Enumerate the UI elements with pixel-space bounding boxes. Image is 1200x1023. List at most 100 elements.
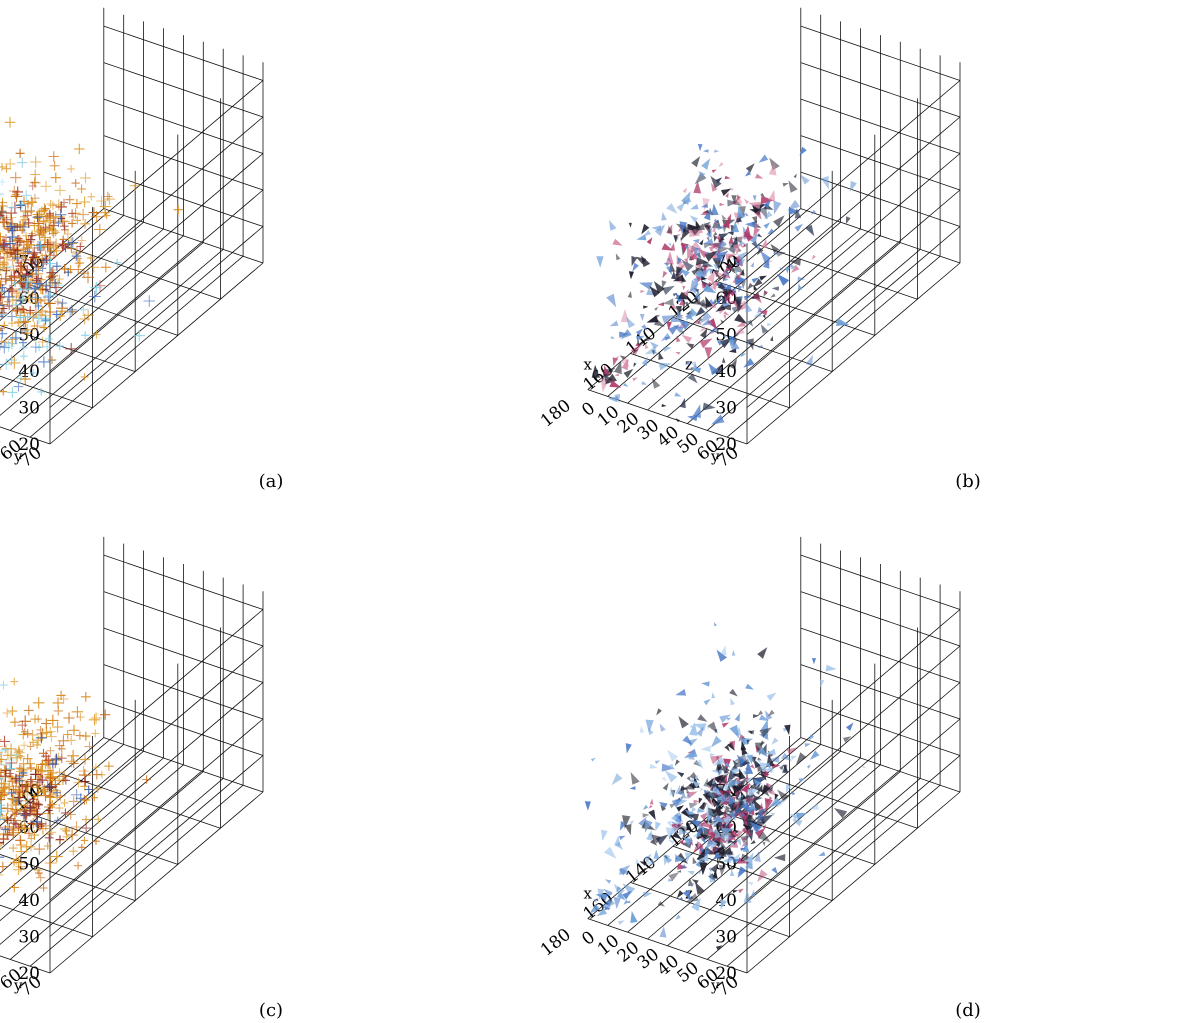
data-point	[661, 776, 667, 782]
z-tick-label: 40	[18, 362, 40, 382]
data-point	[760, 192, 765, 198]
data-point	[0, 213, 2, 215]
data-point	[54, 219, 63, 228]
z-tick-label: 30	[18, 928, 40, 948]
data-point	[729, 358, 737, 370]
data-point	[608, 396, 618, 403]
data-point	[22, 265, 32, 275]
data-point	[46, 199, 55, 209]
data-point	[709, 871, 717, 883]
data-point	[771, 286, 779, 291]
data-point	[747, 319, 753, 327]
data-point	[15, 861, 27, 873]
data-point	[55, 274, 64, 284]
data-point	[736, 262, 741, 266]
data-point	[643, 305, 649, 309]
y-axis-label: y	[13, 448, 23, 466]
data-point	[9, 843, 18, 853]
data-point	[40, 726, 53, 738]
data-point	[614, 841, 624, 850]
data-point	[757, 647, 768, 659]
data-point	[638, 816, 647, 828]
data-point	[675, 689, 687, 696]
data-point	[742, 799, 746, 805]
data-point	[7, 249, 15, 257]
data-point	[663, 854, 671, 866]
data-point	[68, 725, 80, 736]
data-point	[735, 259, 740, 263]
data-point	[173, 205, 183, 215]
data-point	[703, 789, 707, 794]
data-point	[77, 184, 86, 194]
grid-line	[667, 235, 881, 418]
data-point	[21, 327, 33, 339]
data-point	[610, 336, 615, 339]
data-point	[700, 819, 714, 829]
data-point	[796, 752, 807, 765]
data-point	[789, 813, 799, 820]
data-point	[612, 357, 618, 367]
data-point	[790, 755, 797, 760]
data-point	[13, 381, 24, 392]
grid-line	[0, 228, 164, 369]
data-point	[746, 338, 754, 351]
data-point	[6, 757, 17, 769]
data-point	[731, 768, 742, 775]
data-point	[680, 268, 690, 277]
data-point	[760, 195, 774, 205]
data-point	[4, 158, 16, 170]
data-point	[686, 343, 695, 349]
data-point	[703, 698, 711, 706]
data-point	[55, 201, 67, 213]
data-point	[625, 359, 629, 365]
data-point	[676, 335, 681, 343]
data-point	[741, 840, 749, 848]
z-tick-label: 30	[715, 928, 737, 948]
data-point	[15, 835, 26, 846]
data-point	[1, 825, 10, 834]
grid-line	[0, 750, 144, 874]
data-point	[755, 173, 764, 179]
data-point	[623, 899, 629, 905]
data-point	[20, 245, 28, 253]
grid-line	[29, 784, 244, 967]
data-point	[757, 869, 768, 883]
data-point	[736, 754, 748, 767]
data-point	[679, 221, 688, 234]
data-point	[760, 250, 771, 263]
data-point	[65, 809, 76, 820]
data-point	[697, 299, 708, 311]
data-point	[697, 808, 706, 813]
data-point	[39, 231, 51, 244]
data-point	[674, 811, 683, 823]
data-point	[53, 788, 61, 797]
data-point	[695, 859, 701, 868]
data-point	[635, 328, 643, 336]
data-point	[721, 722, 730, 728]
data-point	[25, 776, 36, 787]
data-point	[32, 277, 44, 290]
data-point	[713, 235, 718, 242]
data-point	[685, 852, 692, 863]
data-point	[658, 801, 668, 809]
data-point	[35, 732, 47, 744]
data-point	[90, 712, 102, 724]
data-point	[736, 829, 743, 840]
data-point	[38, 787, 49, 797]
data-point	[712, 226, 716, 233]
data-point	[34, 715, 42, 723]
data-point	[737, 251, 748, 261]
data-point	[10, 172, 22, 184]
data-point	[103, 191, 113, 202]
data-point	[46, 746, 55, 755]
data-point	[646, 237, 653, 245]
data-point	[717, 766, 722, 773]
data-point	[623, 368, 634, 379]
data-point	[691, 156, 701, 168]
data-point	[747, 282, 754, 290]
data-point	[51, 753, 62, 765]
data-point	[794, 223, 803, 232]
data-point	[0, 750, 4, 752]
data-point	[0, 792, 3, 794]
data-point	[1, 214, 12, 225]
